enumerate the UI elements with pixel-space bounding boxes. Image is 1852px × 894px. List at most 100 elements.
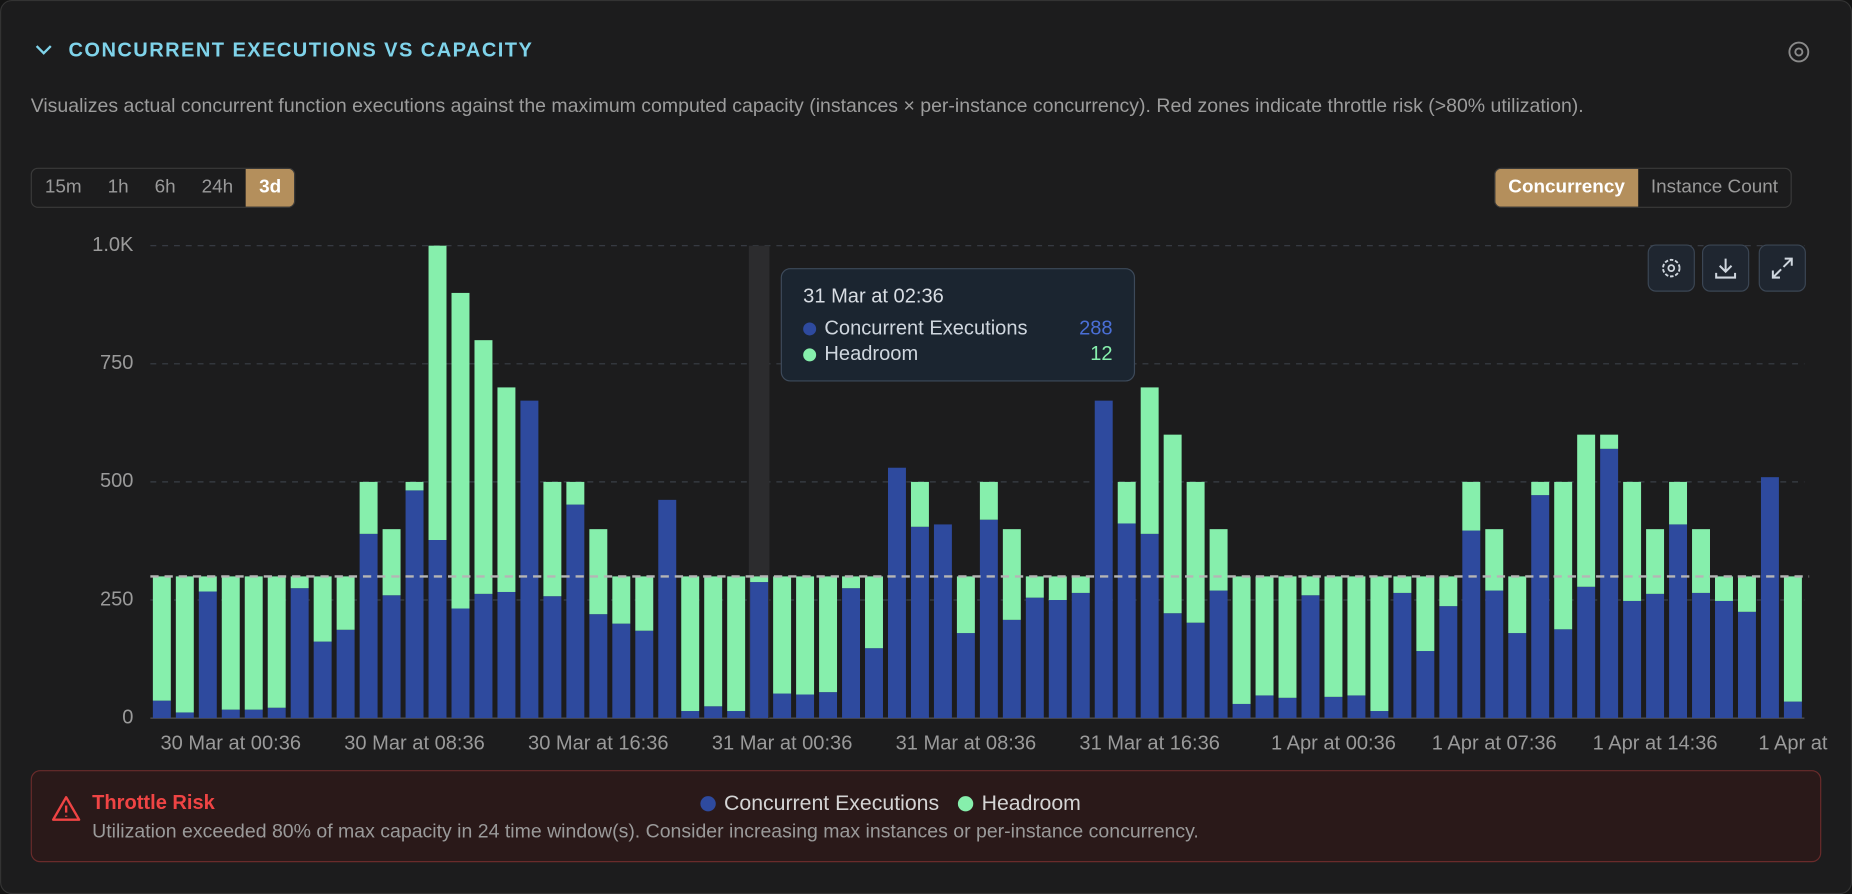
bar-segment xyxy=(221,576,240,710)
bar-segment xyxy=(956,576,975,634)
legend-dot xyxy=(957,796,974,812)
bar-segment xyxy=(910,481,929,527)
bar-segment xyxy=(1600,434,1619,449)
bar-segment xyxy=(1485,590,1504,719)
time-range-button[interactable]: 1h xyxy=(107,177,129,198)
bar-segment xyxy=(681,711,700,719)
tooltip-value: 12 xyxy=(1090,342,1113,365)
bar-segment xyxy=(566,504,585,719)
bar-segment xyxy=(1416,576,1435,652)
bar-segment xyxy=(635,576,654,631)
bar-segment xyxy=(1278,697,1297,719)
bar-segment xyxy=(1760,477,1779,719)
bar-segment xyxy=(451,608,470,719)
bar-segment xyxy=(1140,387,1159,534)
view-toggle-button[interactable]: Instance Count xyxy=(1650,177,1778,198)
bar-segment xyxy=(1439,606,1458,719)
time-range-button[interactable]: 15m xyxy=(44,177,82,198)
bar-segment xyxy=(1232,703,1251,719)
bar-segment xyxy=(1048,576,1067,601)
time-range-button[interactable]: 24h xyxy=(201,177,234,198)
bar-segment xyxy=(1485,529,1504,591)
view-toggle-button[interactable]: Concurrency xyxy=(1495,168,1638,207)
y-tick-label: 500 xyxy=(100,470,133,492)
section-title[interactable]: CONCURRENT EXECUTIONS VS CAPACITY xyxy=(68,38,534,62)
bar-segment xyxy=(198,591,217,719)
tooltip-row: Headroom 12 xyxy=(803,342,1113,367)
legend-dot xyxy=(700,796,716,812)
bar-segment xyxy=(750,582,769,719)
at-icon[interactable] xyxy=(1788,41,1810,63)
bar-segment xyxy=(405,490,424,719)
bar-segment xyxy=(1002,529,1021,620)
time-range-button[interactable]: 6h xyxy=(154,177,176,198)
bar-segment xyxy=(612,623,631,719)
bar-segment xyxy=(290,576,309,589)
x-tick-label: 30 Mar at 08:36 xyxy=(344,732,485,754)
bar-segment xyxy=(1692,529,1710,593)
bar-segment xyxy=(1600,448,1619,719)
bar-segment xyxy=(359,533,378,719)
throttle-alert: Throttle Risk Utilization exceeded 80% o… xyxy=(30,770,1822,863)
bar-segment xyxy=(1531,481,1550,496)
bar-segment xyxy=(1393,576,1412,593)
y-tick-label: 250 xyxy=(100,588,133,610)
x-tick-label: 1 Apr at 07:36 xyxy=(1432,732,1557,754)
bar-segment xyxy=(382,595,401,719)
bar-segment xyxy=(727,711,746,719)
bar-segment xyxy=(451,292,470,609)
bar-segment xyxy=(497,387,516,592)
bar-segment xyxy=(244,709,263,719)
expand-icon xyxy=(1771,257,1793,279)
bar-segment xyxy=(612,576,631,624)
download-icon xyxy=(1715,258,1737,279)
bar-segment xyxy=(221,709,240,719)
expand-button[interactable] xyxy=(1758,244,1806,292)
bar-segment xyxy=(1646,529,1665,594)
bar-segment xyxy=(796,576,815,695)
bar-segment xyxy=(1554,481,1573,630)
x-tick-label: 31 Mar at 08:36 xyxy=(896,732,1037,754)
bar-segment xyxy=(933,524,952,719)
bar-segment xyxy=(267,576,286,708)
bar-segment xyxy=(819,692,838,719)
bar-segment xyxy=(1783,576,1802,702)
settings-button[interactable] xyxy=(1647,244,1695,292)
bar-segment xyxy=(1737,576,1756,612)
collapse-chevron[interactable] xyxy=(35,45,52,55)
bar-segment xyxy=(1186,481,1205,623)
bar-segment xyxy=(1416,651,1435,719)
x-tick-label: 30 Mar at 16:36 xyxy=(528,732,669,754)
bar-segment xyxy=(1370,711,1389,719)
tooltip-dot xyxy=(803,322,817,336)
bar-segment xyxy=(152,576,171,701)
bar-segment xyxy=(1301,576,1320,596)
description: Visualizes actual concurrent function ex… xyxy=(30,95,1584,117)
x-tick-label: 1 Apr at 14:36 xyxy=(1593,732,1718,754)
y-tick-label: 0 xyxy=(122,706,133,728)
bar-segment xyxy=(1094,400,1113,719)
download-button[interactable] xyxy=(1701,244,1750,292)
bar-segment xyxy=(1117,523,1136,719)
bar-segment xyxy=(1508,633,1527,719)
bar-segment xyxy=(910,526,929,719)
time-range-button[interactable]: 3d xyxy=(246,168,295,207)
bar-segment xyxy=(635,630,654,719)
at-icon-inner xyxy=(1794,47,1804,57)
bar-segment xyxy=(290,588,309,719)
tooltip-value: 288 xyxy=(1079,316,1113,339)
x-tick-label: 31 Mar at 00:36 xyxy=(712,732,853,754)
bar-segment xyxy=(979,519,998,719)
bar-segment xyxy=(865,648,883,719)
bar-segment xyxy=(1140,533,1159,719)
bar-segment xyxy=(1163,434,1182,614)
bar-segment xyxy=(1462,530,1481,719)
bar-segment xyxy=(244,576,263,710)
bar-segment xyxy=(152,700,171,719)
bar-segment xyxy=(1783,701,1802,719)
tooltip-dot xyxy=(803,348,817,362)
bar-segment xyxy=(198,576,217,592)
bar-segment xyxy=(566,481,585,505)
bar-segment xyxy=(1255,576,1274,696)
